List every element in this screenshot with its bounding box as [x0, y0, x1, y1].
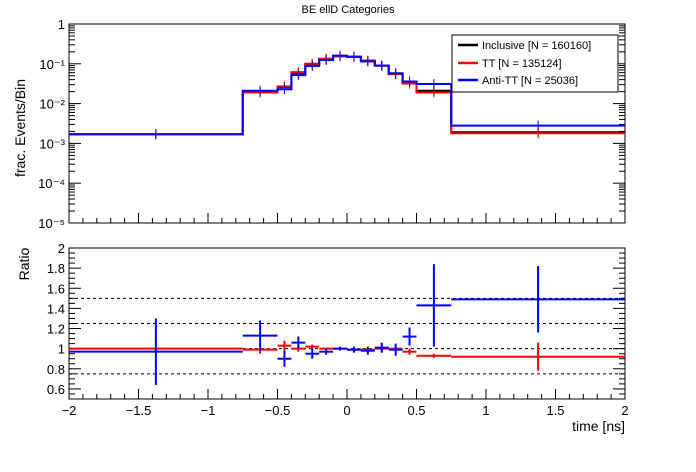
chart-title: BE ellD Categories: [302, 4, 395, 16]
bottom-y-tick-label: 1: [58, 342, 65, 357]
bottom-y-tick-label: 1.2: [47, 322, 65, 337]
bottom-y-tick-label: 0.8: [47, 362, 65, 377]
top-y-tick-label: 10⁻⁵: [38, 216, 65, 231]
x-tick-label: 1.5: [546, 403, 564, 418]
bottom-y-tick-label: 0.6: [47, 382, 65, 397]
legend: Inclusive [N = 160160] TT [N = 135124] A…: [451, 34, 619, 93]
top-panel: 10⁻⁵ 10⁻⁴ 10⁻³ 10⁻² 10⁻¹ 1: [38, 17, 626, 231]
x-tick-label: −2: [62, 403, 77, 418]
top-y-tick-label: 1: [58, 17, 65, 32]
top-y-tick-label: 10⁻²: [39, 97, 65, 112]
bottom-y-tick-label: 1.8: [47, 261, 65, 276]
bottom-y-tick-label: 1.4: [47, 301, 65, 316]
legend-label-anti-tt: Anti-TT [N = 25036]: [482, 75, 578, 87]
legend-box: [451, 34, 619, 93]
top-y-axis-label: frac. Events/Bin: [12, 79, 28, 177]
x-tick-label: −0.5: [265, 403, 291, 418]
top-y-tick-label: 10⁻¹: [39, 57, 65, 72]
legend-label-tt: TT [N = 135124]: [482, 58, 562, 70]
x-tick-label: 0: [343, 403, 350, 418]
legend-label-inclusive: Inclusive [N = 160160]: [482, 40, 591, 52]
top-y-tick-label: 10⁻³: [39, 136, 65, 151]
x-tick-label: 1: [482, 403, 489, 418]
x-tick-label: 2: [621, 403, 628, 418]
bottom-y-tick-label: 1.6: [47, 281, 65, 296]
x-axis-label: time [ns]: [572, 418, 625, 434]
x-tick-label: 0.5: [407, 403, 425, 418]
bottom-panel: 0.6 0.8 1 1.2 1.4 1.6 1.8 2 −2 −1.5 −1 −0.5 0 0.5 1 1.5…: [47, 241, 629, 418]
bottom-y-tick-label: 2: [58, 241, 65, 256]
x-tick-label: −1.5: [126, 403, 152, 418]
bottom-y-axis-label: Ratio: [16, 247, 32, 280]
x-tick-label: −1: [201, 403, 216, 418]
top-y-tick-label: 10⁻⁴: [38, 176, 65, 191]
